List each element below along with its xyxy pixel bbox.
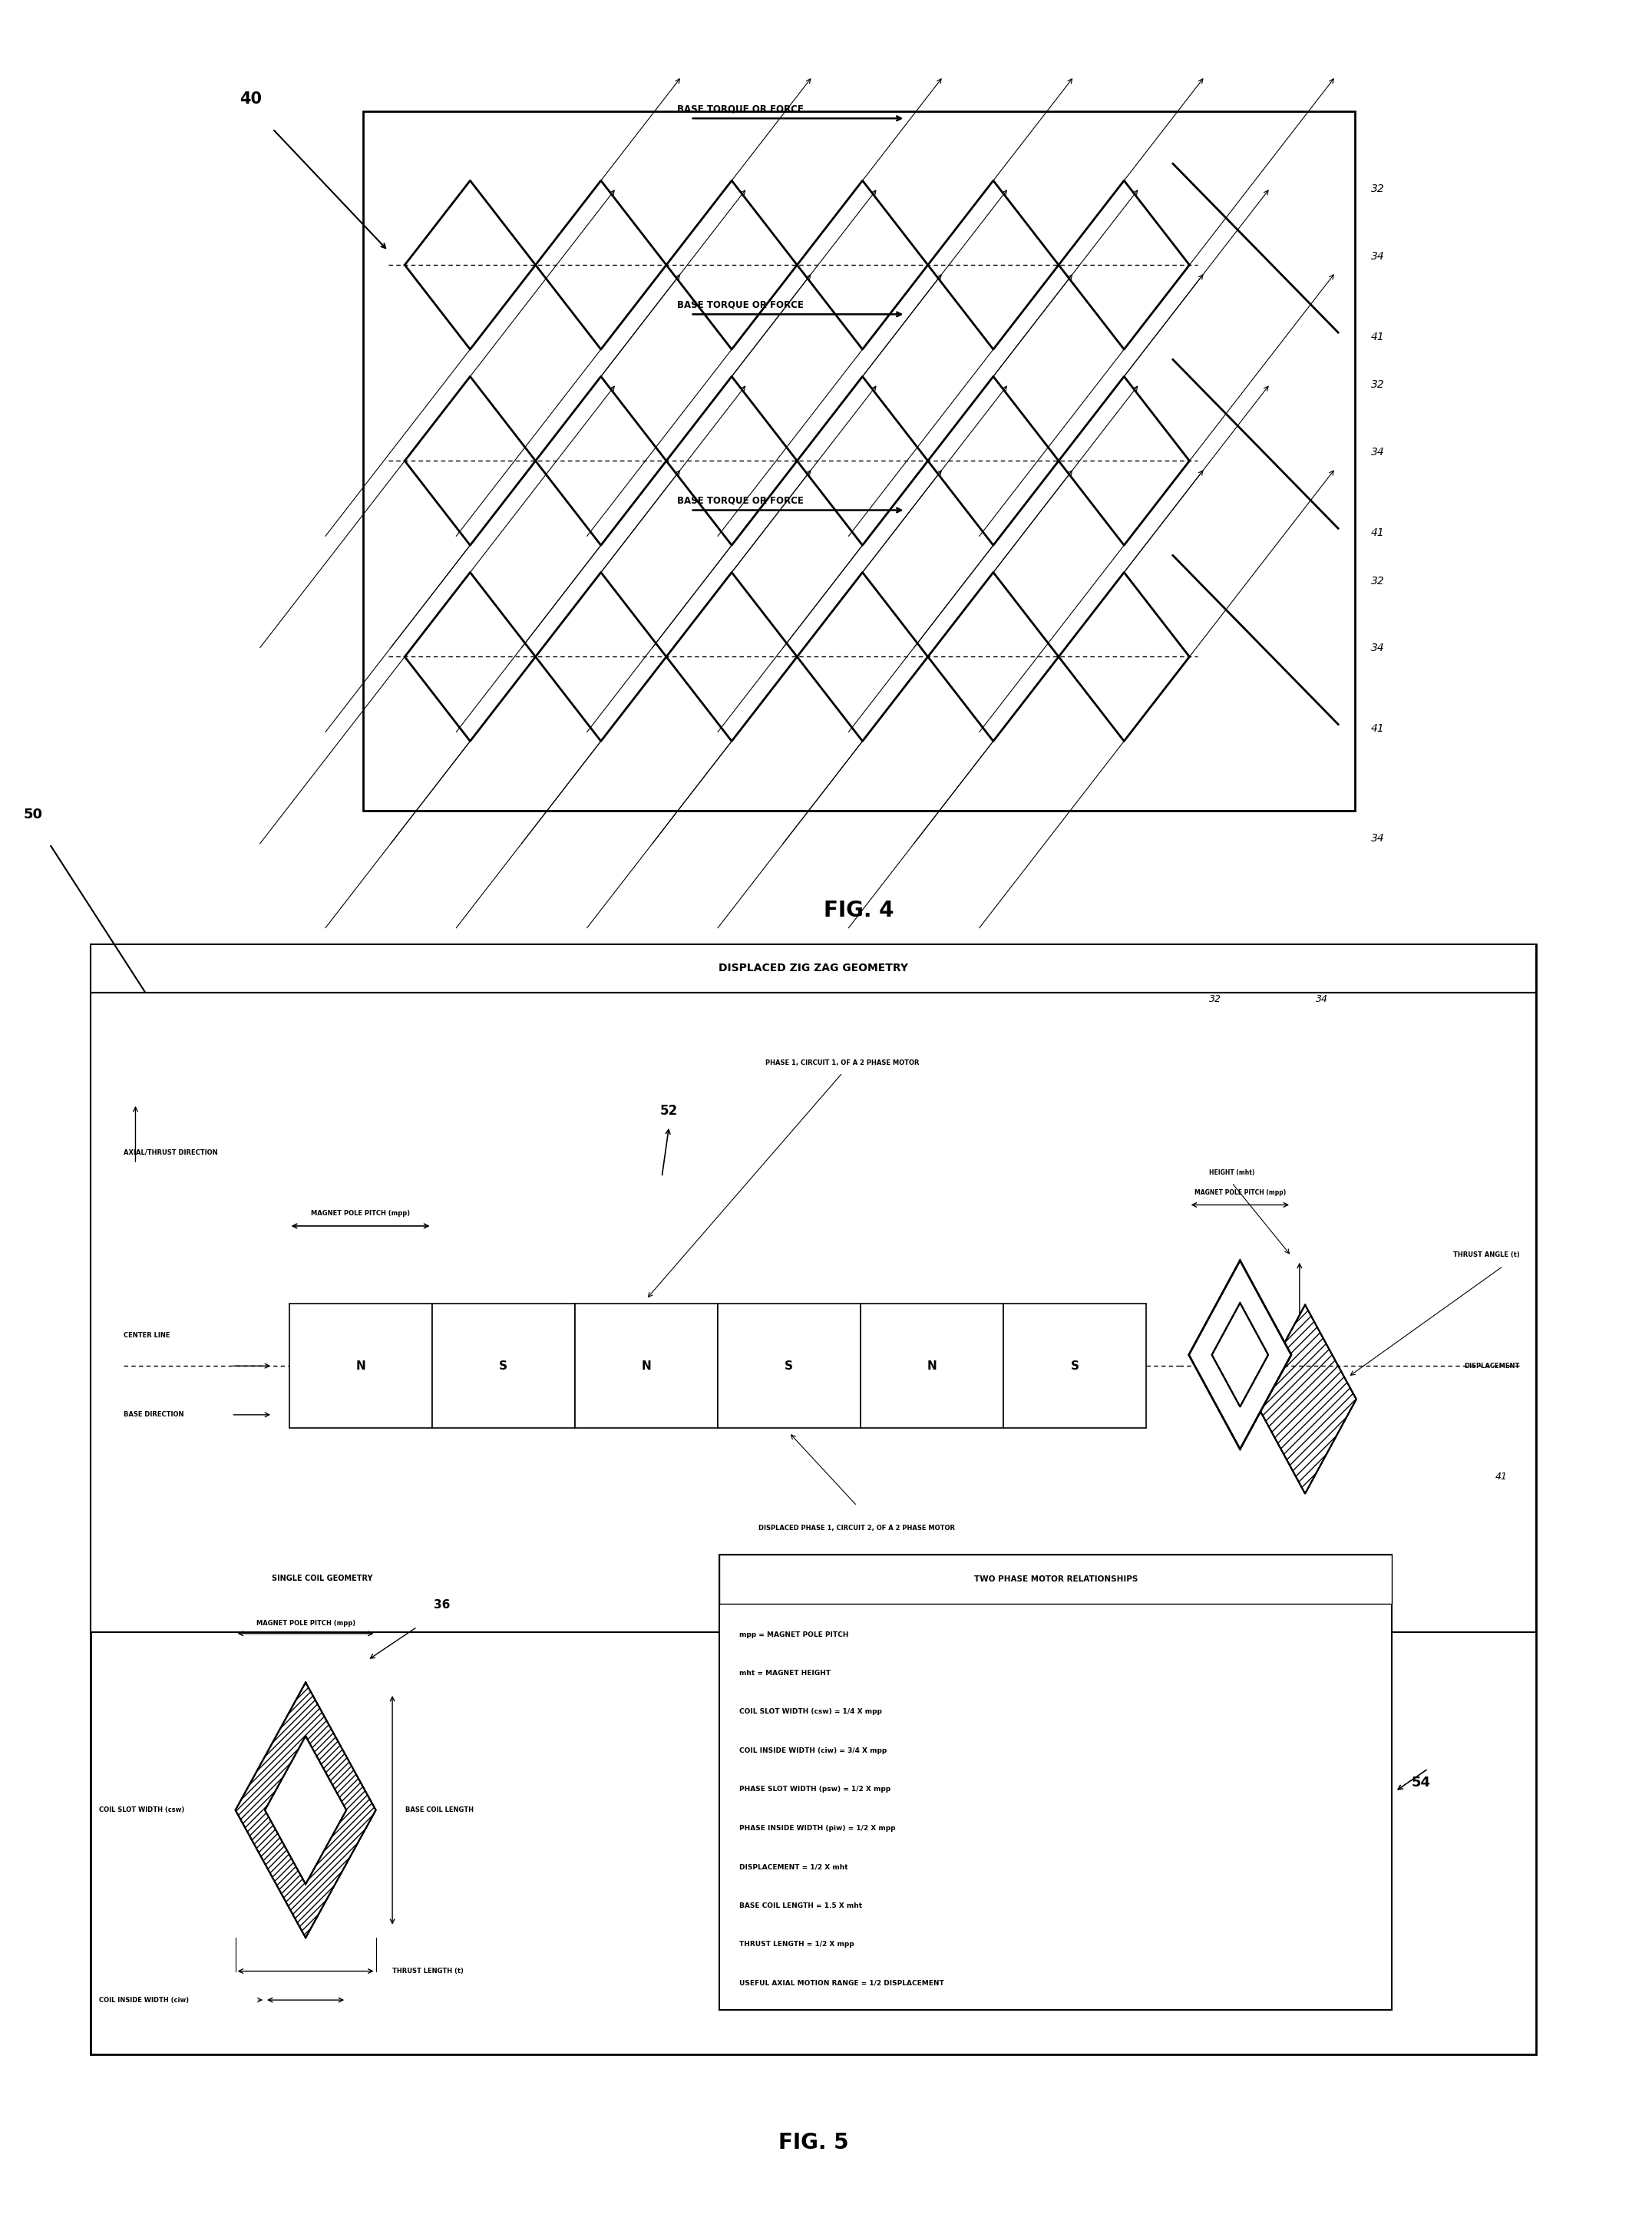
Bar xyxy=(431,1304,575,1428)
Polygon shape xyxy=(1213,1304,1269,1406)
Text: 52: 52 xyxy=(661,1104,677,1117)
Text: PHASE SLOT WIDTH (psw) = 1/2 X mpp: PHASE SLOT WIDTH (psw) = 1/2 X mpp xyxy=(740,1786,890,1792)
Text: DISPLACED PHASE 1, CIRCUIT 2, OF A 2 PHASE MOTOR: DISPLACED PHASE 1, CIRCUIT 2, OF A 2 PHA… xyxy=(758,1524,955,1532)
Text: BASE COIL LENGTH = 1.5 X mht: BASE COIL LENGTH = 1.5 X mht xyxy=(740,1901,862,1908)
Text: 41: 41 xyxy=(1371,331,1384,342)
Text: 32: 32 xyxy=(1371,575,1384,586)
Text: SINGLE COIL GEOMETRY: SINGLE COIL GEOMETRY xyxy=(271,1575,373,1581)
Text: COIL INSIDE WIDTH (ciw): COIL INSIDE WIDTH (ciw) xyxy=(99,1997,188,2003)
Text: THRUST LENGTH (t): THRUST LENGTH (t) xyxy=(393,1968,464,1974)
Text: mht = MAGNET HEIGHT: mht = MAGNET HEIGHT xyxy=(740,1670,831,1677)
Text: BASE TORQUE OR FORCE: BASE TORQUE OR FORCE xyxy=(677,300,803,309)
Text: 54: 54 xyxy=(1411,1775,1431,1790)
Text: PHASE INSIDE WIDTH (piw) = 1/2 X mpp: PHASE INSIDE WIDTH (piw) = 1/2 X mpp xyxy=(740,1826,895,1832)
Bar xyxy=(91,944,1536,2054)
Text: AXIAL/THRUST DIRECTION: AXIAL/THRUST DIRECTION xyxy=(124,1148,218,1157)
Text: N: N xyxy=(641,1359,651,1373)
Bar xyxy=(289,1304,431,1428)
Text: CENTER LINE: CENTER LINE xyxy=(124,1333,170,1339)
Text: 34: 34 xyxy=(1371,642,1384,653)
Bar xyxy=(720,1555,1391,1604)
Text: 41: 41 xyxy=(1371,526,1384,537)
Bar xyxy=(1003,1304,1146,1428)
Text: S: S xyxy=(499,1359,507,1373)
Text: 36: 36 xyxy=(433,1599,449,1610)
Text: 41: 41 xyxy=(1495,1470,1507,1481)
Text: THRUST ANGLE (t): THRUST ANGLE (t) xyxy=(1454,1250,1520,1259)
Text: FIG. 5: FIG. 5 xyxy=(778,2132,849,2154)
Text: FIG. 4: FIG. 4 xyxy=(824,900,894,922)
Text: PHASE INSIDE WIDTH (piw): PHASE INSIDE WIDTH (piw) xyxy=(838,1597,935,1604)
Text: 50: 50 xyxy=(23,808,43,822)
Text: 34: 34 xyxy=(1371,446,1384,458)
Text: BASE DIRECTION: BASE DIRECTION xyxy=(124,1410,183,1419)
Text: TWO PHASE MOTOR RELATIONSHIPS: TWO PHASE MOTOR RELATIONSHIPS xyxy=(973,1575,1138,1584)
Text: BASE TORQUE OR FORCE: BASE TORQUE OR FORCE xyxy=(677,104,803,113)
Bar xyxy=(363,111,1355,811)
Text: MAGNET POLE PITCH (mpp): MAGNET POLE PITCH (mpp) xyxy=(256,1619,355,1626)
Text: USEFUL AXIAL MOTION RANGE = 1/2 DISPLACEMENT: USEFUL AXIAL MOTION RANGE = 1/2 DISPLACE… xyxy=(740,1979,945,1986)
Polygon shape xyxy=(264,1737,347,1883)
Bar xyxy=(720,1555,1391,2010)
Polygon shape xyxy=(1254,1306,1356,1493)
Text: BASE TORQUE OR FORCE: BASE TORQUE OR FORCE xyxy=(677,495,803,506)
Text: N: N xyxy=(355,1359,365,1373)
Text: DISPLACED ZIG ZAG GEOMETRY: DISPLACED ZIG ZAG GEOMETRY xyxy=(719,964,909,973)
Text: COIL SLOT WIDTH (csw): COIL SLOT WIDTH (csw) xyxy=(99,1806,185,1815)
Text: COIL INSIDE WIDTH (ciw) = 3/4 X mpp: COIL INSIDE WIDTH (ciw) = 3/4 X mpp xyxy=(740,1748,887,1755)
Text: MAGNET POLE PITCH (mpp): MAGNET POLE PITCH (mpp) xyxy=(1194,1188,1285,1195)
Text: 32: 32 xyxy=(1371,184,1384,195)
Text: 34: 34 xyxy=(1315,995,1328,1004)
Text: 34: 34 xyxy=(1371,833,1384,844)
Text: BASE COIL LENGTH: BASE COIL LENGTH xyxy=(406,1806,474,1815)
Text: DISPLACEMENT = 1/2 X mht: DISPLACEMENT = 1/2 X mht xyxy=(740,1863,847,1870)
Text: 34: 34 xyxy=(1371,251,1384,262)
Polygon shape xyxy=(1189,1259,1292,1448)
Text: COIL SLOT WIDTH (csw) = 1/4 X mpp: COIL SLOT WIDTH (csw) = 1/4 X mpp xyxy=(740,1708,882,1715)
Text: S: S xyxy=(785,1359,793,1373)
Text: 40: 40 xyxy=(240,91,263,107)
Bar xyxy=(861,1304,1003,1428)
Text: MAGNET POLE PITCH (mpp): MAGNET POLE PITCH (mpp) xyxy=(311,1210,410,1217)
Text: THRUST LENGTH = 1/2 X mpp: THRUST LENGTH = 1/2 X mpp xyxy=(740,1941,854,1948)
Bar xyxy=(91,944,1536,993)
Text: 41: 41 xyxy=(1371,724,1384,733)
Text: N: N xyxy=(927,1359,937,1373)
Bar xyxy=(91,993,1536,1632)
Text: S: S xyxy=(1070,1359,1079,1373)
Text: mpp = MAGNET POLE PITCH: mpp = MAGNET POLE PITCH xyxy=(740,1630,849,1637)
Text: HEIGHT (mht): HEIGHT (mht) xyxy=(1209,1168,1254,1177)
Text: PHASE SLOT WIDTH (psw): PHASE SLOT WIDTH (psw) xyxy=(839,1559,933,1566)
Bar xyxy=(575,1304,717,1428)
Text: DISPLACEMENT: DISPLACEMENT xyxy=(1464,1361,1520,1370)
Bar xyxy=(717,1304,861,1428)
Text: 32: 32 xyxy=(1371,380,1384,391)
Text: 32: 32 xyxy=(1209,995,1221,1004)
Text: PHASE 1, CIRCUIT 1, OF A 2 PHASE MOTOR: PHASE 1, CIRCUIT 1, OF A 2 PHASE MOTOR xyxy=(765,1059,920,1066)
Polygon shape xyxy=(235,1684,377,1937)
